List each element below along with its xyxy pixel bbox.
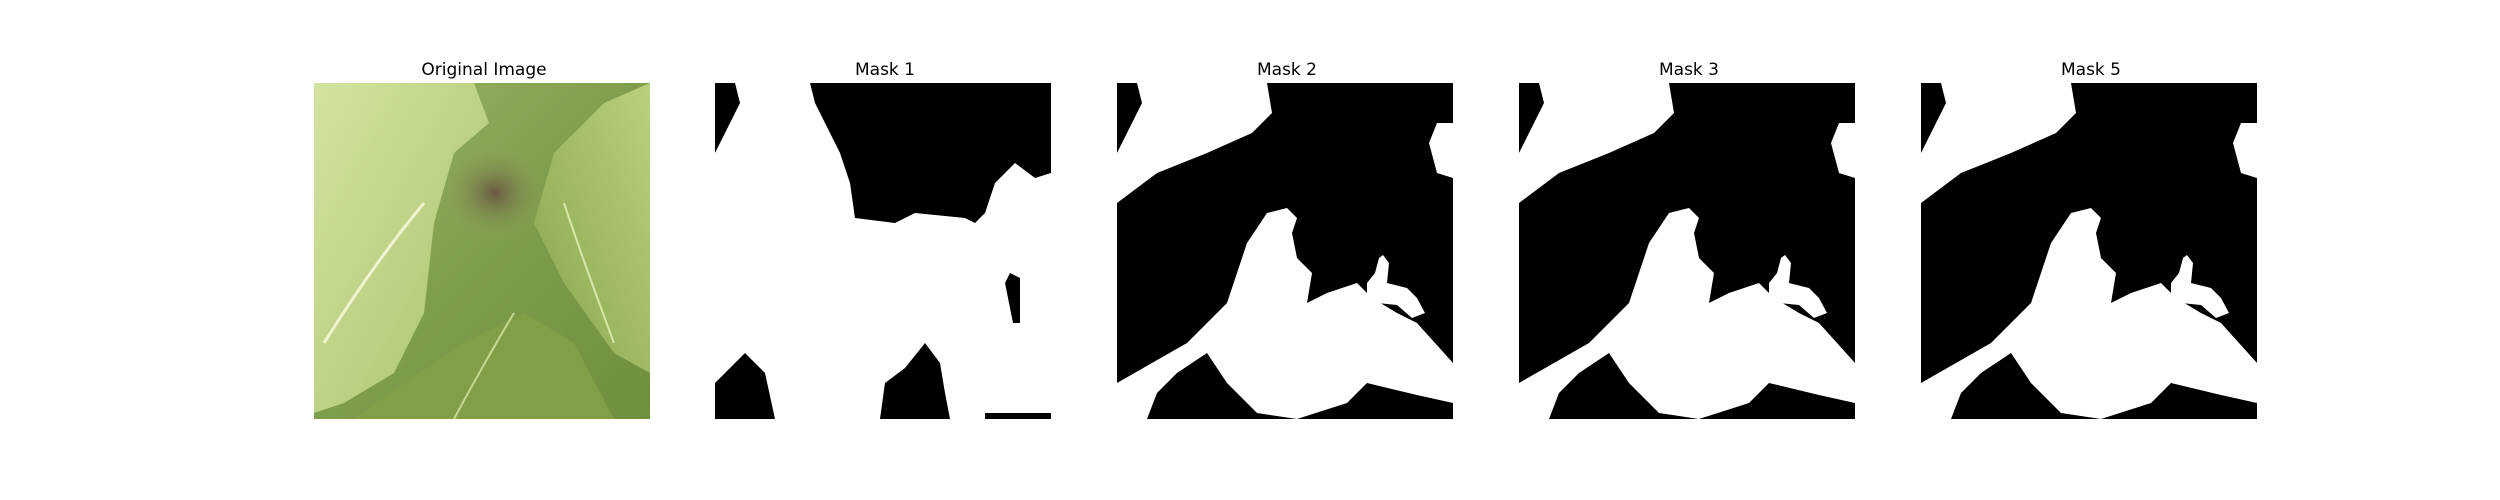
mask-image (715, 83, 1051, 419)
mask-image (1921, 83, 2257, 419)
leaf-photo (314, 83, 650, 419)
mask-3-image (1519, 83, 1855, 419)
panel-title: Mask 1 (854, 60, 915, 80)
panel-title: Original Image (421, 60, 547, 80)
mask-1-image (715, 83, 1051, 419)
mask-image (1117, 83, 1453, 419)
panel-title: Mask 2 (1256, 60, 1317, 80)
mask-2-image (1117, 83, 1453, 419)
mask-image (1519, 83, 1855, 419)
panel-title: Mask 5 (2060, 60, 2121, 80)
panel-title: Mask 3 (1658, 60, 1719, 80)
mask-5-image (1921, 83, 2257, 419)
original-image (314, 83, 650, 419)
